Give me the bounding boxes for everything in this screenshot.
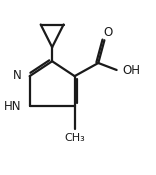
Text: O: O — [104, 26, 113, 38]
Text: HN: HN — [4, 100, 21, 113]
Text: CH₃: CH₃ — [64, 133, 85, 143]
Text: OH: OH — [123, 64, 141, 76]
Text: N: N — [12, 69, 21, 82]
